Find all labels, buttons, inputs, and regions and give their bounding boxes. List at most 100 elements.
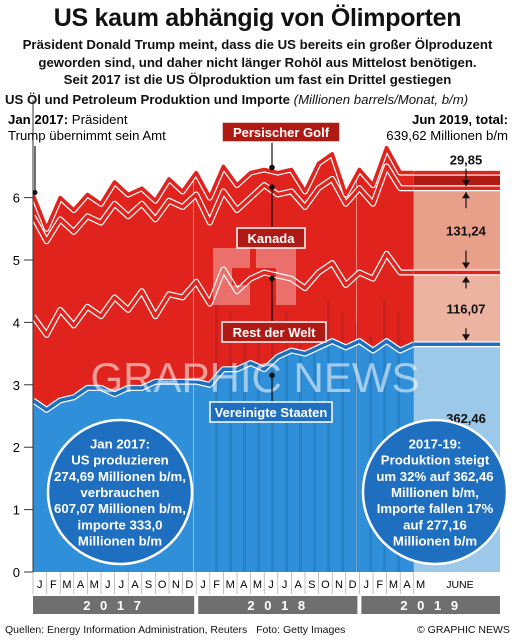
label-kanada-box [236, 227, 306, 249]
texture-pipe-10 [355, 324, 358, 572]
june-bar-kanada [413, 188, 500, 273]
year-bar-2018 [198, 596, 358, 614]
callout-2017-19-line-5: auf 277,16 [403, 517, 467, 532]
month-strip [33, 572, 500, 594]
texture-pipe-12 [383, 300, 386, 572]
texture-pipe-7 [313, 336, 316, 572]
label-persischer-golf: Persischer Golf [233, 125, 330, 140]
watermark-logo [213, 248, 296, 305]
x-tick-5: J [105, 579, 111, 591]
x-tick-18: J [282, 579, 288, 591]
x-tick-17: J [268, 579, 274, 591]
y-tick-5: 5 [13, 253, 20, 268]
texture-pipe-9 [341, 312, 344, 572]
chart-heading: US Öl und Petroleum Produktion und Impor… [5, 92, 468, 107]
x-tick-24: J [363, 579, 369, 591]
label-rest-der-welt-dot [269, 275, 275, 282]
texture-pipe-4 [271, 300, 274, 572]
y-tick-2: 2 [13, 440, 20, 455]
x-tick-7: A [131, 579, 139, 591]
arrow-persischer-golf-head [462, 180, 470, 187]
label-rest-der-welt-box [221, 321, 327, 343]
texture-pipe-2 [243, 324, 246, 572]
chart-heading-text: US Öl und Petroleum Produktion und Impor… [5, 92, 290, 107]
x-tick-12: J [200, 579, 206, 591]
x-tick-11: D [185, 579, 193, 591]
x-tick-0: J [37, 579, 43, 591]
callout-jan-2017-line-4: 607,07 Millionen b/m, [54, 501, 186, 516]
annotation-jun-2019-line2: 639,62 Millionen b/m [386, 128, 508, 143]
x-tick-20: S [308, 579, 315, 591]
line-rest-der-welt [33, 252, 414, 337]
label-kanada-dot [269, 184, 275, 190]
page-title: US kaum abhängig von Ölimporten [53, 4, 462, 32]
label-rest-der-welt: Rest der Welt [233, 325, 317, 340]
subtitle: Präsident Donald Trump meint, dass die U… [4, 36, 511, 89]
year-label-2017: 2 0 1 7 [83, 598, 144, 613]
texture-pipe-1 [229, 312, 232, 572]
label-vereinigte-staaten: Vereinigte Staaten [215, 405, 328, 420]
callout-jan-2017-line-0: Jan 2017: [90, 436, 150, 451]
x-tick-28: M [416, 579, 425, 591]
subtitle-line-3: Seit 2017 ist die US Ölproduktion um fas… [63, 72, 452, 87]
callout-2017-19-line-0: 2017-19: [409, 436, 462, 451]
label-vereinigte-staaten-dot [269, 372, 275, 379]
value-june-rest-der-welt: 116,07 [446, 301, 485, 316]
callout-2017-19-line-4: Importe fallen 17% [377, 501, 494, 516]
x-tick-16: M [253, 579, 262, 591]
y-tick-3: 3 [13, 378, 20, 393]
callout-jan-2017-line-6: Millionen b/m [78, 534, 162, 549]
y-tick-1: 1 [13, 503, 20, 518]
x-tick-2: M [62, 579, 71, 591]
footer-photo: Foto: Getty Images [256, 624, 346, 636]
callout-2017-19-circle [361, 418, 509, 566]
footer-copyright: © GRAPHIC NEWS [417, 624, 510, 636]
y-tick-6: 6 [13, 191, 20, 206]
annotation-jan-2017-dot [32, 189, 38, 195]
callout-jan-2017-line-2: 274,69 Millionen b/m, [54, 469, 186, 484]
annotation-jan-2017-line2: Trump übernimmt sein Amt [8, 128, 166, 143]
year-bar-2017 [33, 596, 195, 614]
june-bar-rest-der-welt [413, 272, 500, 345]
texture-pipe-3 [257, 336, 260, 572]
x-tick-4: M [90, 579, 99, 591]
callout-2017-19-line-6: Millionen b/m [393, 534, 477, 549]
label-persischer-golf-dot [269, 164, 275, 171]
callout-2017-19-line-1: Produktion steigt [381, 453, 490, 468]
annotation-jan-2017-rest: Präsident [68, 112, 128, 127]
texture-pipe-11 [369, 336, 372, 572]
x-tick-22: N [335, 579, 343, 591]
value-june-kanada: 131,24 [446, 223, 487, 238]
year-label-2019: 2 0 1 9 [400, 598, 461, 613]
x-tick-1: F [50, 579, 57, 591]
value-june-persischer-golf: 29,85 [450, 153, 483, 168]
arrow-rest-up-head [462, 276, 470, 283]
x-tick-25: F [376, 579, 383, 591]
texture-pipe-0 [215, 300, 218, 572]
x-tick-10: N [172, 579, 180, 591]
x-tick-13: F [213, 579, 220, 591]
callout-jan-2017-line-5: importe 333,0 [77, 517, 162, 532]
x-tick-19: A [295, 579, 303, 591]
texture-pipe-6 [299, 324, 302, 572]
line-persischer-golf [33, 145, 414, 231]
line-kanada [33, 164, 414, 244]
annotation-jan-2017-bold: Jan 2017: [8, 112, 68, 127]
watermark-text: GRAPHIC NEWS [90, 354, 419, 401]
x-tick-6: J [119, 579, 125, 591]
arrow-kanada-up-head [462, 192, 470, 199]
x-tick-26: M [389, 579, 398, 591]
line-vereinigte-staaten [33, 339, 415, 412]
x-tick-21: O [321, 579, 330, 591]
year-bar-2019 [361, 596, 500, 614]
x-tick-15: A [240, 579, 248, 591]
callout-2017-19-line-3: Millionen b/m, [391, 485, 479, 500]
callout-2017-19-line-2: um 32% auf 362,46 [376, 469, 493, 484]
year-label-2018: 2 0 1 8 [247, 598, 308, 613]
subtitle-line-1: Präsident Donald Trump meint, dass die U… [22, 37, 493, 52]
x-tick-9: O [158, 579, 167, 591]
label-persischer-golf-box [221, 121, 341, 143]
annotation-jan-2017: Jan 2017: Präsident [8, 112, 128, 127]
